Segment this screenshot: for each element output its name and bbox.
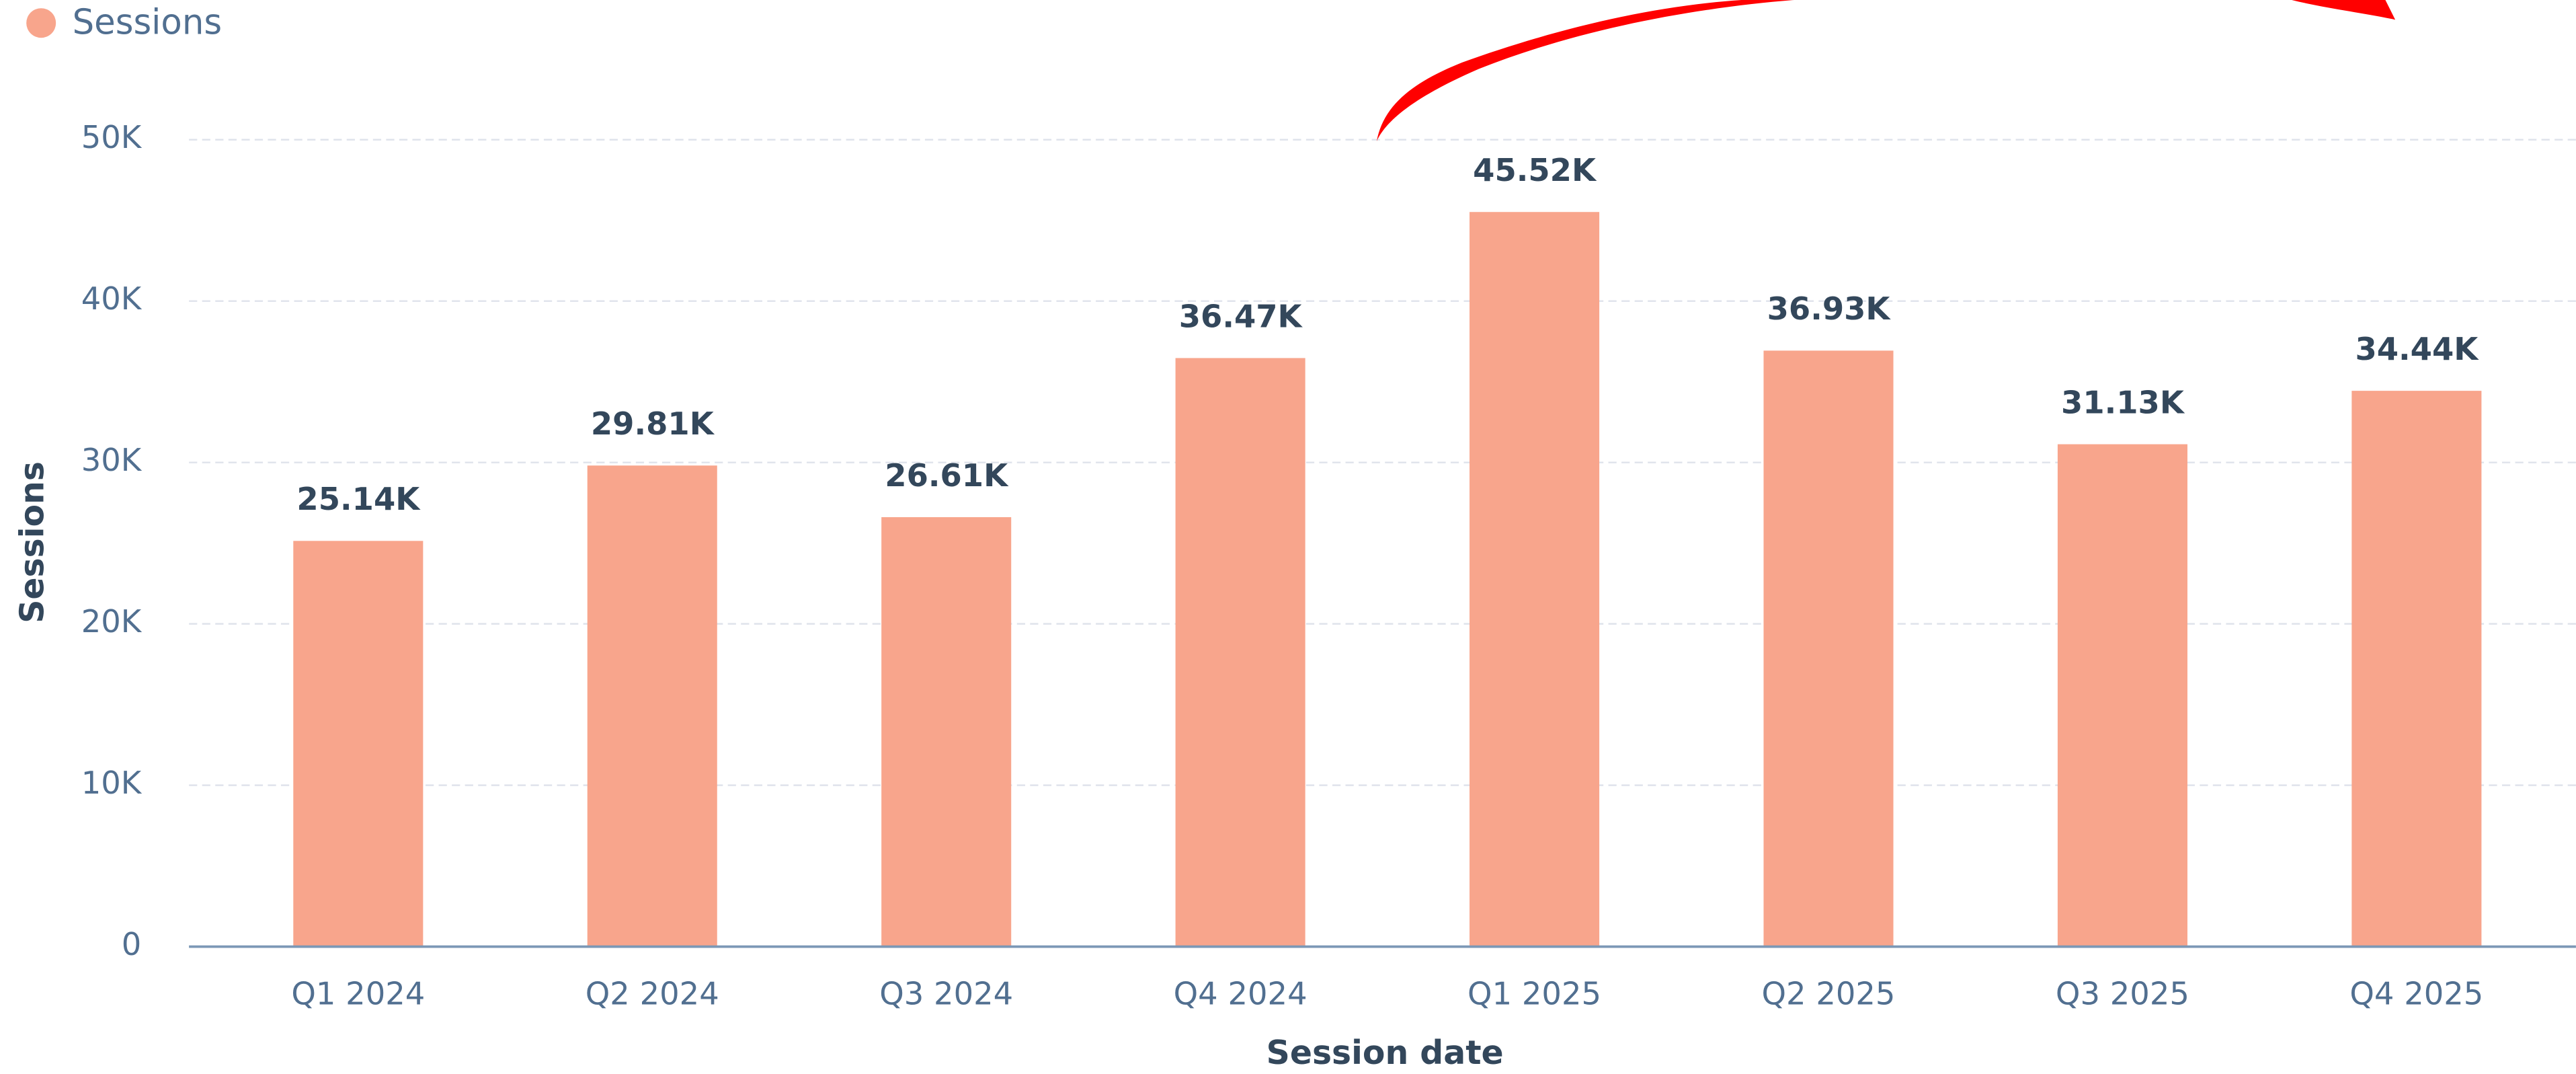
value-label: 45.52K [1473, 152, 1597, 188]
bar [2351, 391, 2482, 947]
bar [587, 465, 717, 947]
legend-swatch [26, 8, 56, 38]
plot: 0 10K 20K 30K 40K 50K Q1 2024 25.14K Q2 2024 29.8… [81, 119, 2576, 1011]
y-tick-label: 50K [81, 119, 143, 155]
bar [293, 541, 424, 947]
y-tick-label: 0 [122, 926, 142, 962]
bar [1175, 358, 1305, 947]
value-label: 25.14K [296, 481, 421, 517]
x-tick-label: Q2 2025 [1762, 975, 1896, 1011]
x-tick-label: Q4 2025 [2349, 975, 2483, 1011]
bar [881, 517, 1012, 947]
x-tick-label: Q4 2024 [1174, 975, 1307, 1011]
value-label: 31.13K [2061, 384, 2185, 420]
value-label: 34.44K [2355, 331, 2479, 367]
x-tick-label: Q3 2024 [879, 975, 1013, 1011]
y-axis-title: Sessions [13, 461, 51, 623]
annotation-scribble [1376, 0, 1794, 142]
x-tick-label: Q3 2025 [2056, 975, 2189, 1011]
bar [1470, 212, 1600, 947]
value-label: 36.47K [1179, 298, 1303, 334]
legend-label: Sessions [73, 3, 222, 43]
bar [2057, 444, 2187, 947]
y-tick-label: 40K [81, 280, 143, 317]
value-label: 29.81K [591, 406, 715, 442]
bar [1763, 350, 1894, 947]
y-tick-label: 20K [81, 603, 143, 640]
value-label: 36.93K [1767, 291, 1892, 327]
y-tick-label: 30K [81, 442, 143, 478]
x-axis-title: Session date [1266, 1034, 1504, 1072]
y-tick-label: 10K [81, 765, 143, 801]
x-tick-label: Q1 2024 [291, 975, 425, 1011]
x-tick-label: Q2 2024 [586, 975, 719, 1011]
value-label: 26.61K [885, 457, 1009, 494]
annotation-scribble [2292, 0, 2396, 20]
x-tick-label: Q1 2025 [1467, 975, 1601, 1011]
